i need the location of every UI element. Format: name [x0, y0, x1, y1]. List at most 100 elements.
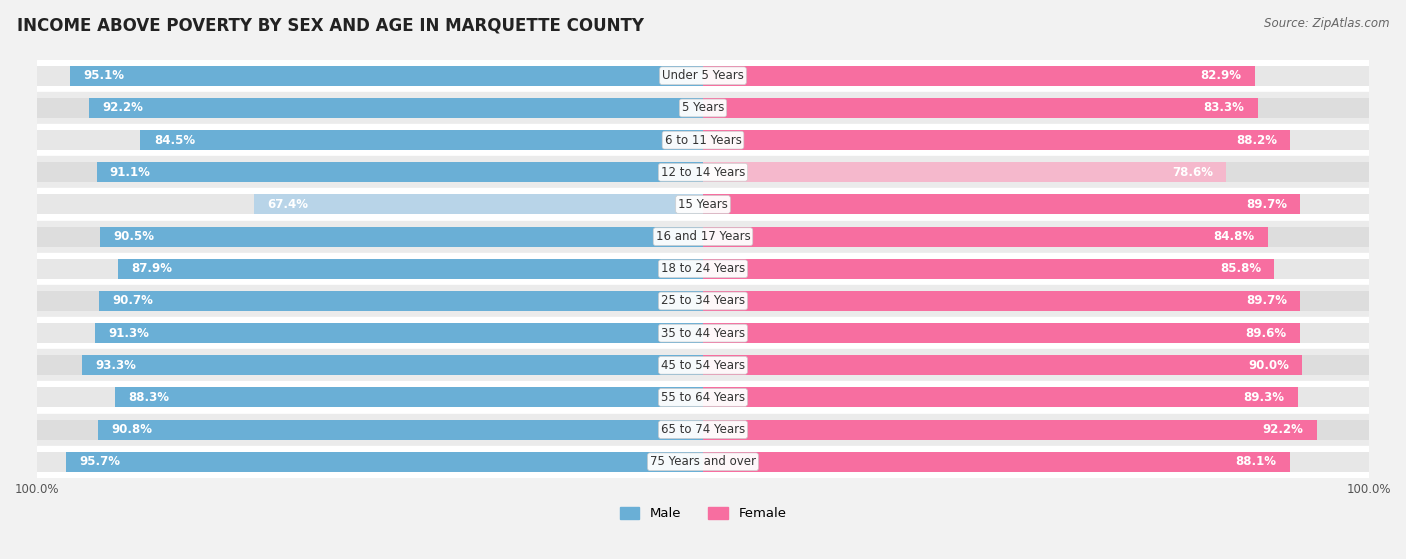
Bar [37, 414, 1369, 446]
Bar [37, 387, 703, 408]
Bar [703, 387, 1298, 408]
Text: 35 to 44 Years: 35 to 44 Years [661, 326, 745, 340]
Bar [37, 349, 1369, 381]
Text: 84.8%: 84.8% [1213, 230, 1254, 243]
Text: 93.3%: 93.3% [96, 359, 136, 372]
Text: 92.2%: 92.2% [1263, 423, 1303, 436]
Bar [118, 259, 703, 279]
Bar [37, 60, 1369, 92]
Bar [703, 420, 1369, 439]
Text: 89.6%: 89.6% [1246, 326, 1286, 340]
Text: 78.6%: 78.6% [1173, 166, 1213, 179]
Bar [703, 291, 1369, 311]
Text: 45 to 54 Years: 45 to 54 Years [661, 359, 745, 372]
Text: 88.1%: 88.1% [1236, 455, 1277, 468]
Bar [37, 130, 703, 150]
Bar [703, 195, 1369, 215]
Bar [37, 446, 1369, 478]
Bar [703, 162, 1369, 182]
Text: Under 5 Years: Under 5 Years [662, 69, 744, 82]
Bar [703, 98, 1369, 118]
Bar [703, 226, 1268, 247]
Bar [37, 92, 1369, 124]
Bar [703, 323, 1299, 343]
Bar [703, 259, 1274, 279]
Bar [703, 452, 1289, 472]
Bar [37, 188, 1369, 221]
Text: INCOME ABOVE POVERTY BY SEX AND AGE IN MARQUETTE COUNTY: INCOME ABOVE POVERTY BY SEX AND AGE IN M… [17, 17, 644, 35]
Bar [89, 98, 703, 118]
Text: 92.2%: 92.2% [103, 102, 143, 115]
Text: 91.1%: 91.1% [110, 166, 150, 179]
Bar [37, 259, 703, 279]
Text: 89.3%: 89.3% [1243, 391, 1284, 404]
Bar [37, 221, 1369, 253]
Text: 16 and 17 Years: 16 and 17 Years [655, 230, 751, 243]
Text: 95.1%: 95.1% [83, 69, 124, 82]
Bar [703, 323, 1369, 343]
Text: 15 Years: 15 Years [678, 198, 728, 211]
Text: 90.5%: 90.5% [114, 230, 155, 243]
Bar [37, 226, 703, 247]
Text: 18 to 24 Years: 18 to 24 Years [661, 262, 745, 275]
Text: 55 to 64 Years: 55 to 64 Years [661, 391, 745, 404]
Bar [703, 452, 1369, 472]
Bar [37, 291, 703, 311]
Bar [70, 66, 703, 86]
Bar [37, 381, 1369, 414]
Text: 84.5%: 84.5% [153, 134, 195, 146]
Bar [37, 124, 1369, 156]
Text: 88.2%: 88.2% [1236, 134, 1277, 146]
Bar [703, 226, 1369, 247]
Bar [37, 195, 703, 215]
Bar [703, 98, 1257, 118]
Legend: Male, Female: Male, Female [614, 501, 792, 525]
Text: 89.7%: 89.7% [1246, 198, 1286, 211]
Bar [97, 162, 703, 182]
Bar [37, 98, 703, 118]
Bar [115, 387, 703, 408]
Bar [66, 452, 703, 472]
Text: 90.7%: 90.7% [112, 295, 153, 307]
Bar [703, 130, 1369, 150]
Text: 5 Years: 5 Years [682, 102, 724, 115]
Bar [82, 356, 703, 375]
Bar [100, 226, 703, 247]
Text: 67.4%: 67.4% [267, 198, 308, 211]
Text: 12 to 14 Years: 12 to 14 Years [661, 166, 745, 179]
Bar [37, 420, 703, 439]
Bar [703, 162, 1226, 182]
Bar [98, 420, 703, 439]
Bar [703, 66, 1369, 86]
Bar [703, 420, 1317, 439]
Bar [703, 356, 1302, 375]
Bar [703, 387, 1369, 408]
Bar [703, 356, 1369, 375]
Bar [37, 253, 1369, 285]
Text: 91.3%: 91.3% [108, 326, 149, 340]
Text: 89.7%: 89.7% [1246, 295, 1286, 307]
Bar [37, 323, 703, 343]
Bar [100, 291, 703, 311]
Bar [703, 291, 1301, 311]
Text: 83.3%: 83.3% [1204, 102, 1244, 115]
Bar [37, 356, 703, 375]
Text: Source: ZipAtlas.com: Source: ZipAtlas.com [1264, 17, 1389, 30]
Text: 88.3%: 88.3% [128, 391, 170, 404]
Text: 90.0%: 90.0% [1249, 359, 1289, 372]
Bar [703, 195, 1301, 215]
Text: 87.9%: 87.9% [131, 262, 172, 275]
Text: 25 to 34 Years: 25 to 34 Years [661, 295, 745, 307]
Bar [37, 317, 1369, 349]
Text: 75 Years and over: 75 Years and over [650, 455, 756, 468]
Text: 85.8%: 85.8% [1220, 262, 1261, 275]
Text: 95.7%: 95.7% [79, 455, 120, 468]
Bar [96, 323, 703, 343]
Text: 82.9%: 82.9% [1201, 69, 1241, 82]
Bar [37, 162, 703, 182]
Bar [37, 156, 1369, 188]
Bar [37, 66, 703, 86]
Bar [37, 452, 703, 472]
Text: 65 to 74 Years: 65 to 74 Years [661, 423, 745, 436]
Bar [703, 66, 1256, 86]
